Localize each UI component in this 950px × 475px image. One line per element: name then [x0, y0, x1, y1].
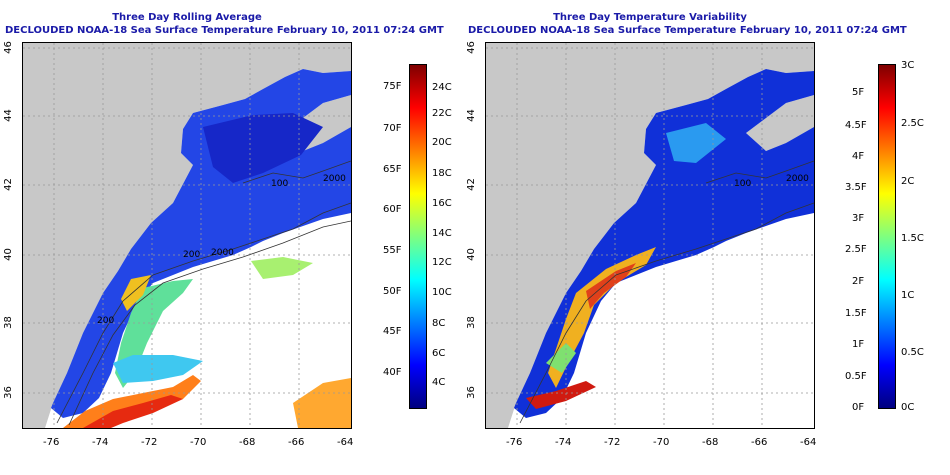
left-colorbar-f: 60F — [383, 204, 402, 215]
left-colorbar-c: 24C — [432, 82, 452, 93]
right-colorbar-f: 4.5F — [845, 120, 867, 131]
left-colorbar-c: 14C — [432, 228, 452, 239]
left-contour-label: 100 — [271, 179, 288, 189]
left-mid-cyan — [113, 355, 203, 383]
left-x-tick: -76 — [43, 437, 60, 448]
left-warm-edge — [121, 275, 151, 311]
right-y-tick: 38 — [465, 316, 477, 329]
right-colorbar-c: 1.5C — [901, 233, 924, 244]
right-front-red — [586, 263, 636, 309]
left-x-tick: -68 — [239, 437, 256, 448]
right-contour-label: 100 — [734, 179, 751, 189]
left-y-tick: 36 — [2, 386, 14, 399]
right-front-variability — [548, 247, 656, 388]
left-colorbar-c: 8C — [432, 318, 446, 329]
right-colorbar-f: 2.5F — [845, 244, 867, 255]
left-colorbar-f: 70F — [383, 123, 402, 134]
left-gulf-stream-core — [83, 395, 183, 428]
right-mid-cyan — [666, 123, 726, 163]
right-gulf-red — [526, 381, 596, 409]
left-x-tick: -70 — [190, 437, 207, 448]
left-title-line2: DECLOUDED NOAA-18 Sea Surface Temperatur… — [5, 25, 444, 36]
left-colorbar-f: 75F — [383, 81, 402, 92]
left-contour-label: 2000 — [323, 174, 346, 184]
right-colorbar-c: 1C — [901, 290, 915, 301]
right-title-line1: Three Day Temperature Variability — [553, 12, 747, 23]
right-x-tick: -66 — [751, 437, 768, 448]
right-colorbar-c: 0C — [901, 402, 915, 413]
left-y-tick: 46 — [2, 41, 14, 54]
left-x-tick: -74 — [92, 437, 109, 448]
right-title-line2: DECLOUDED NOAA-18 Sea Surface Temperatur… — [468, 25, 907, 36]
left-gulf-stream — [63, 375, 201, 428]
right-x-tick: -74 — [555, 437, 572, 448]
left-colorbar-c: 18C — [432, 168, 452, 179]
left-y-tick: 42 — [2, 178, 14, 191]
left-contour-label: 200 — [183, 250, 200, 260]
right-map-panel: 100 2000 — [485, 42, 815, 429]
left-gridlines — [23, 43, 351, 428]
right-x-tick: -72 — [604, 437, 621, 448]
right-colorbar-f: 1F — [852, 339, 865, 350]
right-y-tick: 44 — [465, 109, 477, 122]
left-colorbar-f: 50F — [383, 286, 402, 297]
right-y-tick: 46 — [465, 41, 477, 54]
left-colorbar-c: 6C — [432, 348, 446, 359]
right-map: 100 2000 — [486, 43, 814, 428]
right-y-tick: 40 — [465, 248, 477, 261]
left-colorbar-c: 10C — [432, 287, 452, 298]
left-contour-label: 200 — [97, 316, 114, 326]
left-se-warm — [293, 378, 351, 428]
left-x-tick: -72 — [141, 437, 158, 448]
left-deep-blue — [203, 113, 323, 183]
right-colorbar-f: 4F — [852, 151, 865, 162]
right-colorbar-f: 1.5F — [845, 308, 867, 319]
left-bathymetry-contours — [56, 160, 351, 426]
left-land — [23, 43, 351, 428]
right-colorbar-f: 2F — [852, 276, 865, 287]
right-colorbar-c: 3C — [901, 60, 915, 71]
left-title-line1: Three Day Rolling Average — [112, 12, 262, 23]
right-y-tick: 42 — [465, 178, 477, 191]
right-colorbar-f: 5F — [852, 87, 865, 98]
right-x-tick: -76 — [506, 437, 523, 448]
left-colorbar-c: 4C — [432, 377, 446, 388]
right-x-tick: -64 — [800, 437, 817, 448]
left-x-tick: -66 — [288, 437, 305, 448]
left-colorbar-f: 65F — [383, 164, 402, 175]
left-colorbar — [409, 64, 427, 409]
left-y-tick: 38 — [2, 316, 14, 329]
right-colorbar-c: 2.5C — [901, 118, 924, 129]
left-map: 100 2000 200 2000 200 — [23, 43, 351, 428]
right-land-nova — [746, 95, 814, 151]
left-colorbar-f: 55F — [383, 245, 402, 256]
left-y-tick: 40 — [2, 248, 14, 261]
left-contour-label: 2000 — [211, 248, 234, 258]
left-colorbar-f: 45F — [383, 326, 402, 337]
left-y-tick: 44 — [2, 109, 14, 122]
right-green-patch — [546, 343, 576, 373]
right-bathymetry-contours — [519, 160, 814, 424]
left-colorbar-c: 22C — [432, 108, 452, 119]
left-colorbar-c: 12C — [432, 257, 452, 268]
right-x-tick: -70 — [653, 437, 670, 448]
right-colorbar-f: 0F — [852, 402, 865, 413]
right-contour-label: 2000 — [786, 174, 809, 184]
left-colorbar-c: 16C — [432, 198, 452, 209]
right-land — [486, 43, 814, 428]
right-y-tick: 36 — [465, 386, 477, 399]
right-gridlines — [486, 43, 814, 428]
right-colorbar-f: 3.5F — [845, 182, 867, 193]
right-colorbar-f: 0.5F — [845, 371, 867, 382]
left-slope-water-2 — [251, 257, 313, 279]
left-colorbar-f: 40F — [383, 367, 402, 378]
right-x-tick: -68 — [702, 437, 719, 448]
right-colorbar — [878, 64, 896, 409]
left-x-tick: -64 — [337, 437, 354, 448]
left-colorbar-c: 20C — [432, 137, 452, 148]
right-colorbar-f: 3F — [852, 213, 865, 224]
right-colorbar-c: 2C — [901, 176, 915, 187]
left-map-panel: 100 2000 200 2000 200 — [22, 42, 352, 429]
right-colorbar-c: 0.5C — [901, 347, 924, 358]
